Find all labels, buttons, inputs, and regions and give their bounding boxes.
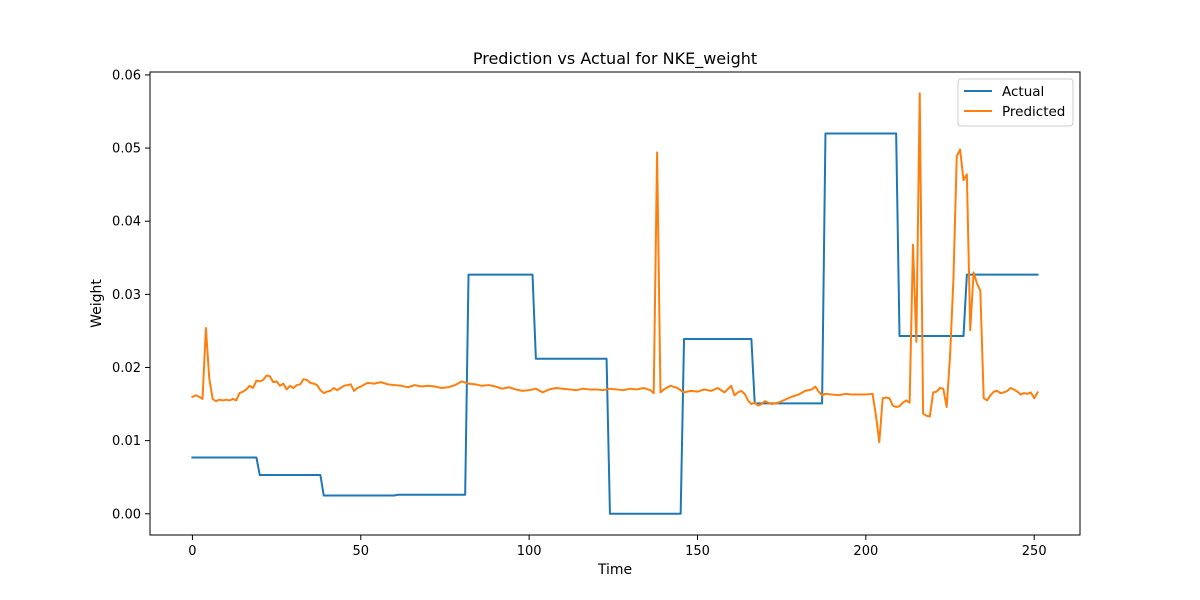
y-tick-label: 0.00	[112, 507, 141, 522]
legend-label-predicted: Predicted	[1002, 104, 1065, 120]
legend-label-actual: Actual	[1002, 84, 1044, 100]
plot-frame	[149, 71, 1081, 536]
y-tick-label: 0.03	[112, 288, 141, 303]
y-tick-label: 0.02	[112, 361, 141, 376]
plot-area	[191, 92, 1039, 515]
y-tick-label: 0.01	[112, 434, 141, 449]
series-line-predicted	[191, 92, 1039, 444]
y-tick-label: 0.05	[112, 142, 141, 157]
y-tick-label: 0.06	[112, 68, 141, 83]
y-axis: 0.00 0.01 0.02 0.03 0.04 0.05 0.06	[112, 68, 150, 522]
series-line-actual	[191, 132, 1039, 515]
legend: Actual Predicted	[957, 78, 1074, 127]
chart-title: Prediction vs Actual for NKE_weight	[473, 49, 757, 69]
x-axis: 0 50 100 150 200 250	[188, 535, 1047, 559]
x-tick-label: 50	[353, 544, 370, 559]
x-axis-label: Time	[597, 562, 632, 578]
y-tick-label: 0.04	[112, 215, 141, 230]
x-tick-label: 100	[517, 544, 542, 559]
x-tick-label: 0	[188, 544, 196, 559]
x-tick-label: 200	[853, 544, 878, 559]
x-tick-label: 150	[685, 544, 710, 559]
y-axis-label: Weight	[89, 279, 105, 328]
x-tick-label: 250	[1022, 544, 1047, 559]
